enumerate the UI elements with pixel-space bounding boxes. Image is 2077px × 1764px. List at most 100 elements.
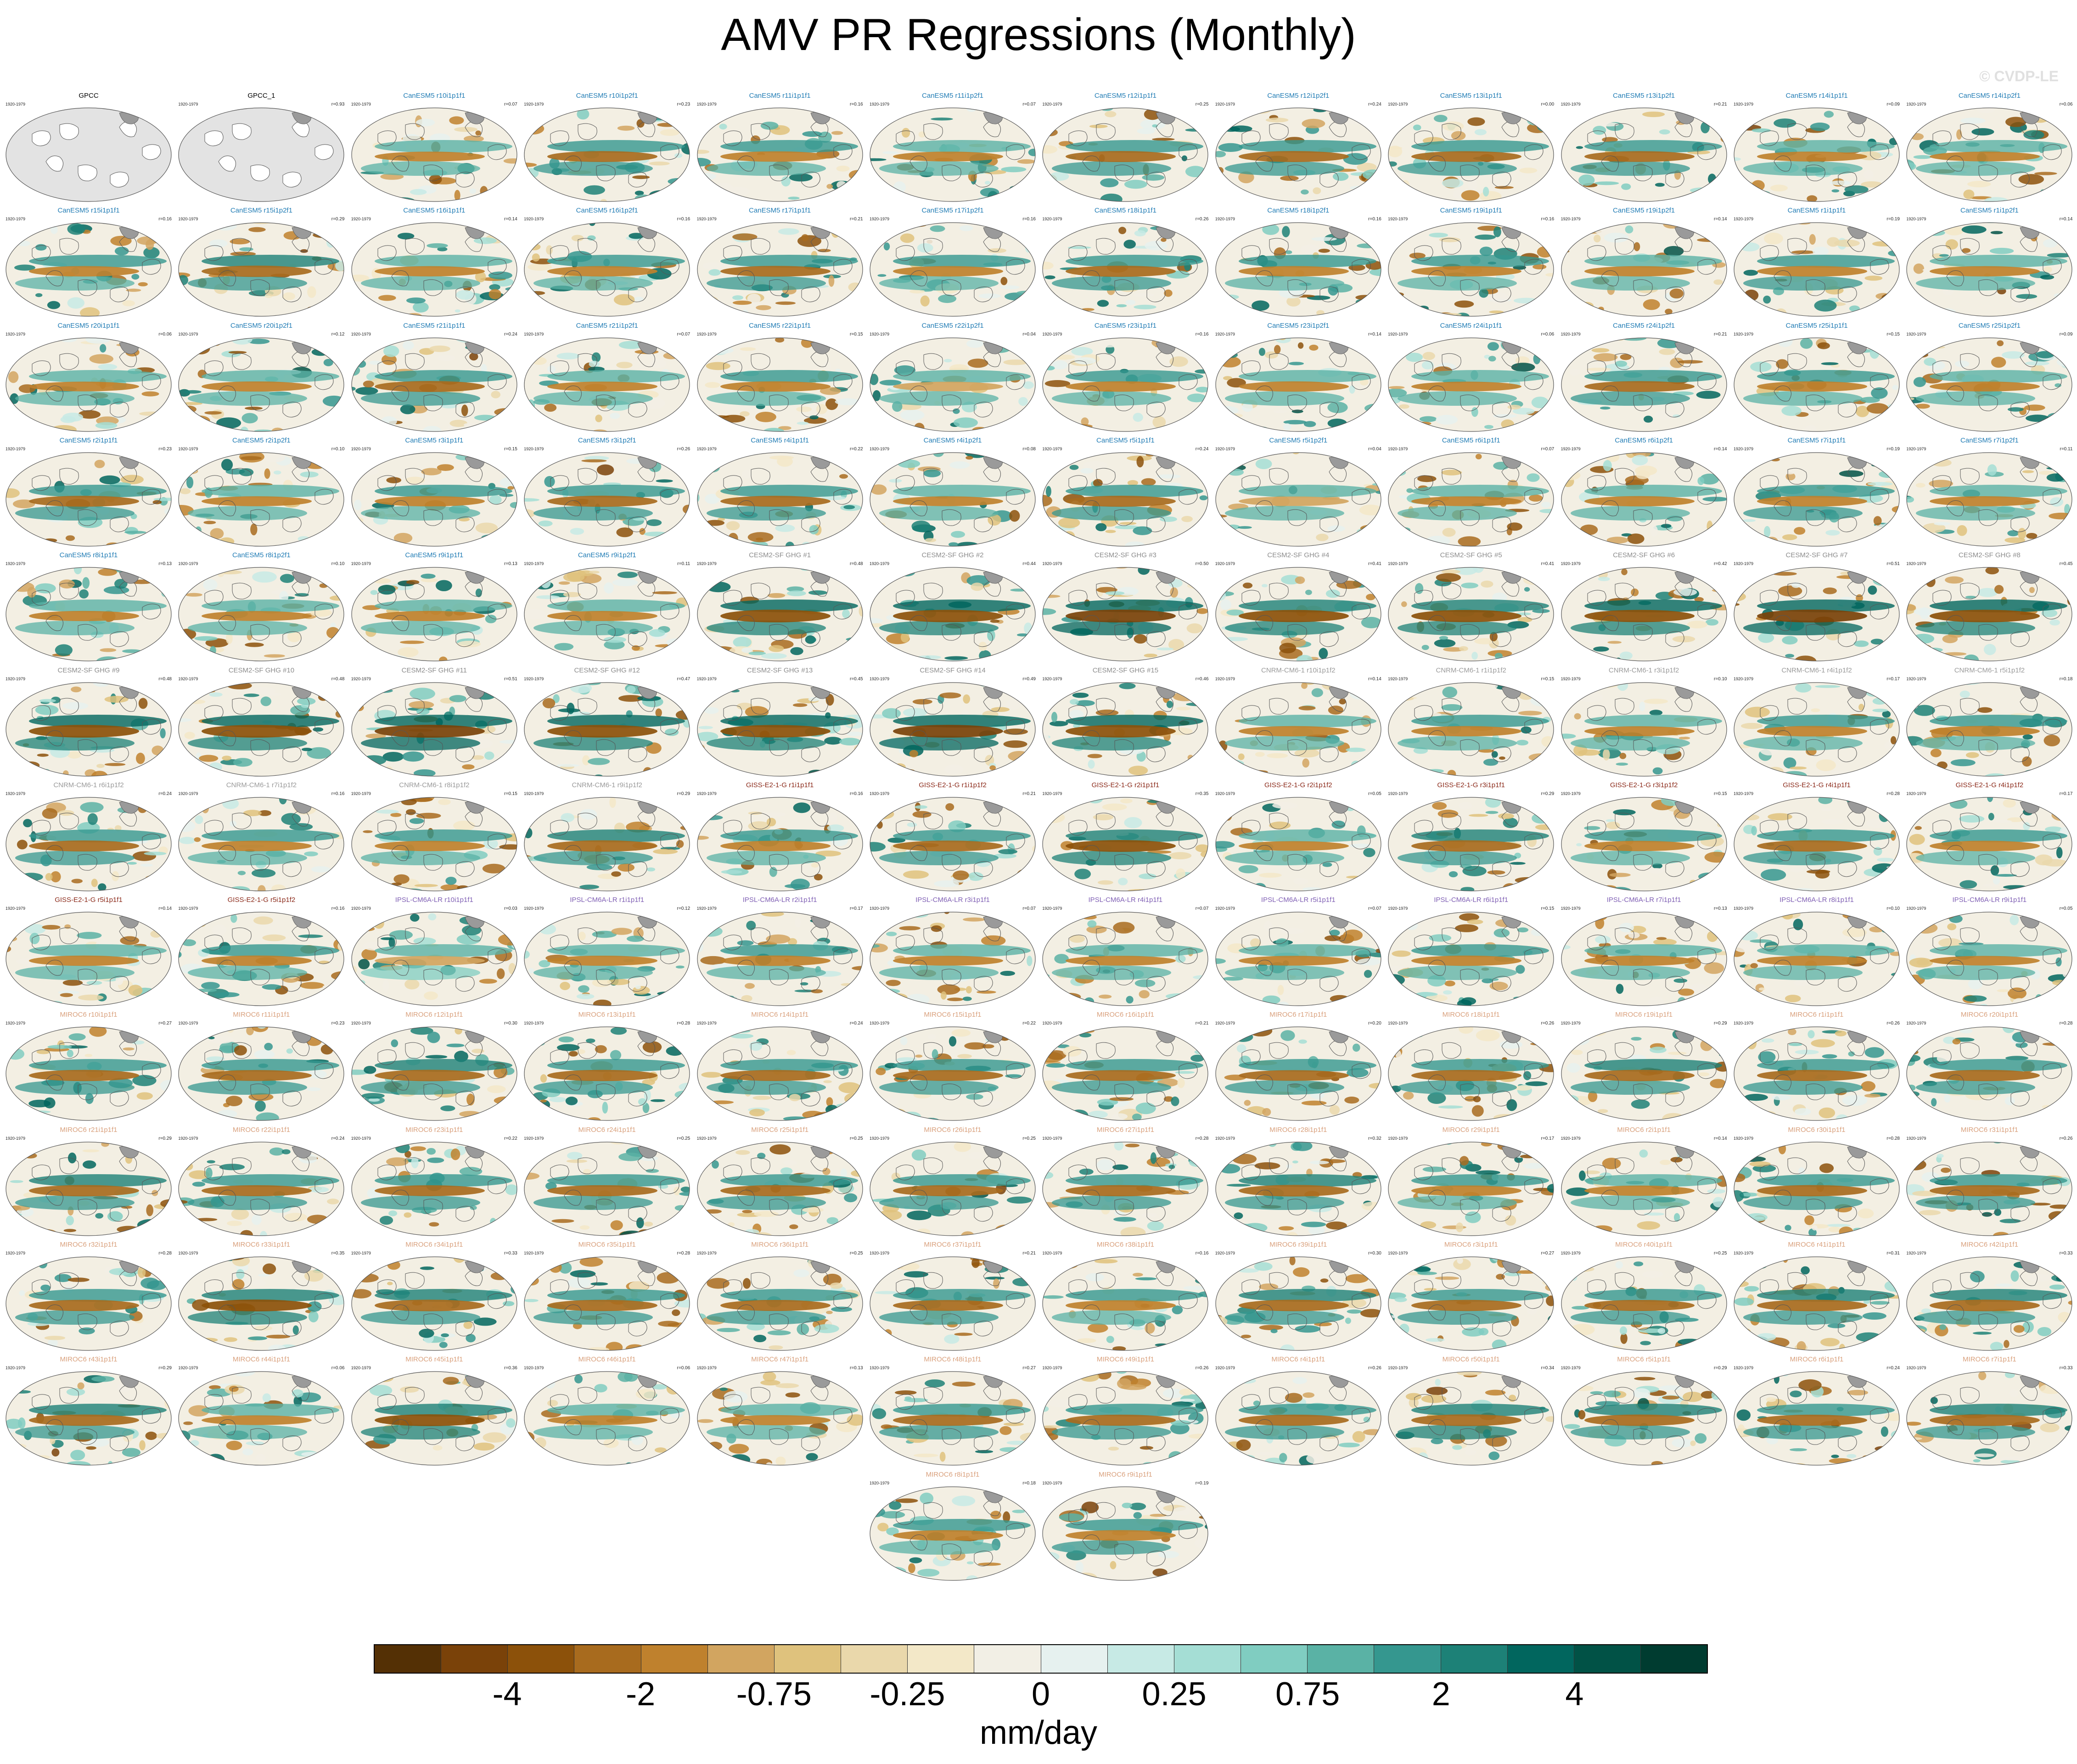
anomaly-blob bbox=[1009, 185, 1023, 192]
continent-outline bbox=[1428, 730, 1446, 746]
continent-outline bbox=[1287, 624, 1307, 641]
anomaly-blob bbox=[1672, 414, 1680, 418]
anomaly-blob bbox=[953, 417, 978, 428]
anomaly-blob bbox=[1561, 631, 1568, 642]
anomaly-blob bbox=[1125, 300, 1136, 305]
anomaly-blob bbox=[1430, 198, 1440, 202]
anomaly-blob bbox=[794, 917, 801, 928]
anomaly-blob bbox=[214, 992, 240, 997]
continent-outline bbox=[896, 590, 915, 606]
panel-years: 1920-1979 bbox=[351, 676, 371, 681]
globe-map bbox=[696, 682, 863, 777]
continent-outline bbox=[1932, 590, 1952, 606]
wet-band bbox=[879, 391, 999, 406]
anomaly-blob bbox=[482, 863, 505, 874]
globe-map bbox=[1561, 222, 1727, 317]
continent-outline bbox=[974, 516, 993, 532]
continent-outline bbox=[1255, 845, 1273, 861]
continent-outline bbox=[1146, 861, 1166, 877]
anomaly-blob bbox=[836, 165, 850, 172]
continent-outline bbox=[32, 820, 51, 836]
anomaly-blob bbox=[415, 118, 435, 127]
anomaly-blob bbox=[152, 356, 159, 365]
anomaly-blob bbox=[947, 997, 964, 1002]
anomaly-blob bbox=[681, 416, 690, 428]
anomaly-blob bbox=[1564, 452, 1578, 460]
continent-outline bbox=[1960, 353, 1980, 370]
panel-correlation: r=0.21 bbox=[1022, 791, 1036, 796]
anomaly-blob bbox=[421, 578, 438, 582]
anomaly-blob bbox=[1432, 802, 1447, 810]
map-panel: CanESM5 r14i1p1f1 1920-1979 r=0.09 bbox=[1733, 92, 1901, 207]
anomaly-blob bbox=[728, 532, 738, 544]
anomaly-blob bbox=[825, 313, 833, 317]
globe-border bbox=[1215, 682, 1381, 777]
continent-outline bbox=[391, 156, 409, 172]
continent-outline bbox=[801, 286, 820, 302]
wet-band bbox=[1411, 370, 1549, 383]
dry-band bbox=[374, 840, 485, 851]
anomaly-blob bbox=[1369, 412, 1381, 419]
globe-border bbox=[1734, 797, 1900, 891]
anomaly-blob bbox=[351, 193, 356, 198]
anomaly-blob bbox=[1190, 410, 1208, 419]
continent-outline bbox=[751, 238, 770, 255]
continent-outline bbox=[32, 475, 51, 491]
globe-map bbox=[1734, 337, 1900, 432]
anomaly-blob bbox=[1745, 657, 1761, 661]
anomaly-blob bbox=[194, 837, 201, 842]
anomaly-blob bbox=[2064, 504, 2071, 515]
panel-correlation: r=0.00 bbox=[1541, 102, 1555, 107]
anomaly-blob bbox=[1315, 533, 1329, 541]
anomaly-blob bbox=[1388, 525, 1404, 529]
anomaly-blob bbox=[1461, 582, 1479, 589]
anomaly-blob bbox=[1388, 455, 1403, 463]
anomaly-blob bbox=[1421, 645, 1429, 650]
continent-outline bbox=[974, 631, 993, 647]
dry-band bbox=[1584, 726, 1695, 736]
continent-outline bbox=[1255, 615, 1273, 631]
anomaly-blob bbox=[1907, 571, 1923, 579]
wet-band bbox=[15, 965, 135, 980]
anomaly-blob bbox=[915, 805, 927, 809]
continent-outline bbox=[909, 156, 927, 172]
anomaly-blob bbox=[653, 849, 678, 854]
anomaly-blob bbox=[1745, 706, 1770, 717]
globe-map bbox=[1042, 912, 1208, 1006]
continent-outline bbox=[1870, 604, 1889, 620]
panel-years: 1920-1979 bbox=[524, 676, 544, 681]
continent-outline bbox=[1068, 475, 1088, 491]
anomaly-blob bbox=[1718, 196, 1726, 202]
anomaly-blob bbox=[1811, 708, 1820, 712]
continent-outline bbox=[578, 238, 597, 255]
wet-band bbox=[1224, 391, 1344, 406]
continent-outline bbox=[1960, 123, 1980, 140]
wet-band bbox=[29, 255, 167, 268]
continent-outline bbox=[32, 360, 51, 376]
anomaly-blob bbox=[1889, 752, 1899, 763]
anomaly-blob bbox=[495, 123, 514, 128]
dry-band bbox=[202, 611, 312, 622]
anomaly-blob bbox=[1403, 308, 1415, 317]
anomaly-blob bbox=[1591, 347, 1609, 353]
map-panel: GISS-E2-1-G r4i1p1f2 1920-1979 r=0.17 bbox=[1905, 781, 2073, 896]
anomaly-blob bbox=[1751, 180, 1765, 191]
globe-border bbox=[1388, 682, 1554, 777]
anomaly-blob bbox=[1598, 122, 1619, 127]
globe-map bbox=[1388, 107, 1554, 202]
wet-band bbox=[374, 829, 512, 842]
anomaly-blob bbox=[1134, 230, 1146, 237]
anomaly-blob bbox=[128, 985, 143, 996]
anomaly-blob bbox=[1351, 112, 1368, 119]
wet-band bbox=[360, 850, 480, 865]
continent-outline bbox=[628, 286, 647, 302]
continent-outline bbox=[455, 401, 475, 417]
anomaly-blob bbox=[907, 822, 917, 827]
anomaly-blob bbox=[1194, 755, 1208, 758]
anomaly-blob bbox=[1459, 801, 1472, 810]
anomaly-blob bbox=[646, 867, 656, 872]
wet-band bbox=[1584, 255, 1722, 268]
anomaly-blob bbox=[944, 656, 968, 661]
continent-outline bbox=[1096, 123, 1116, 140]
anomaly-blob bbox=[1717, 308, 1727, 315]
